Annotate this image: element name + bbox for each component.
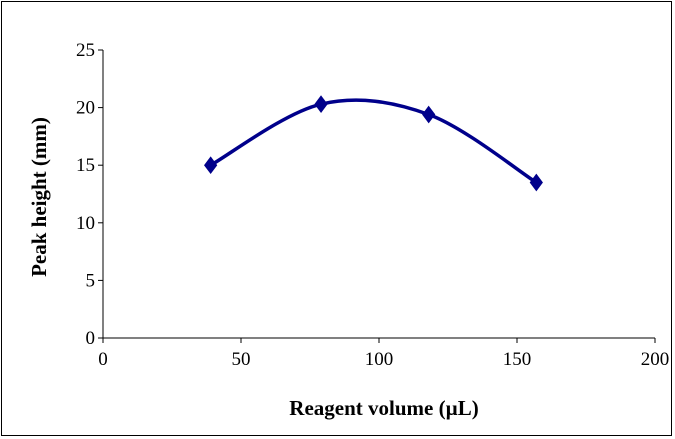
x-tick-label-1: 50 bbox=[232, 349, 251, 370]
ticks: 0 5 10 15 20 25 0 50 100 150 200 bbox=[76, 40, 669, 370]
series-line-0 bbox=[208, 98, 539, 185]
y-tick-label-3: 15 bbox=[76, 155, 95, 176]
data-point-0-1 bbox=[314, 95, 328, 113]
x-tick-label-0: 0 bbox=[98, 349, 108, 370]
x-tick-label-2: 100 bbox=[365, 349, 394, 370]
x-tick-label-3: 150 bbox=[503, 349, 532, 370]
y-tick-label-1: 5 bbox=[86, 270, 96, 291]
x-axis-title: Reagent volume (µL) bbox=[289, 396, 478, 420]
x-tick-label-4: 200 bbox=[641, 349, 670, 370]
data-point-0-2 bbox=[422, 105, 436, 124]
data-point-0-3 bbox=[529, 173, 543, 192]
axes bbox=[102, 50, 655, 339]
plot-area bbox=[204, 95, 543, 192]
y-tick-label-4: 20 bbox=[76, 98, 95, 119]
y-tick-label-2: 10 bbox=[76, 213, 95, 234]
y-tick-label-0: 0 bbox=[86, 328, 96, 349]
y-tick-label-5: 25 bbox=[76, 40, 95, 61]
y-axis-title: Peak height (mm) bbox=[27, 117, 51, 277]
data-point-0-0 bbox=[204, 156, 218, 175]
